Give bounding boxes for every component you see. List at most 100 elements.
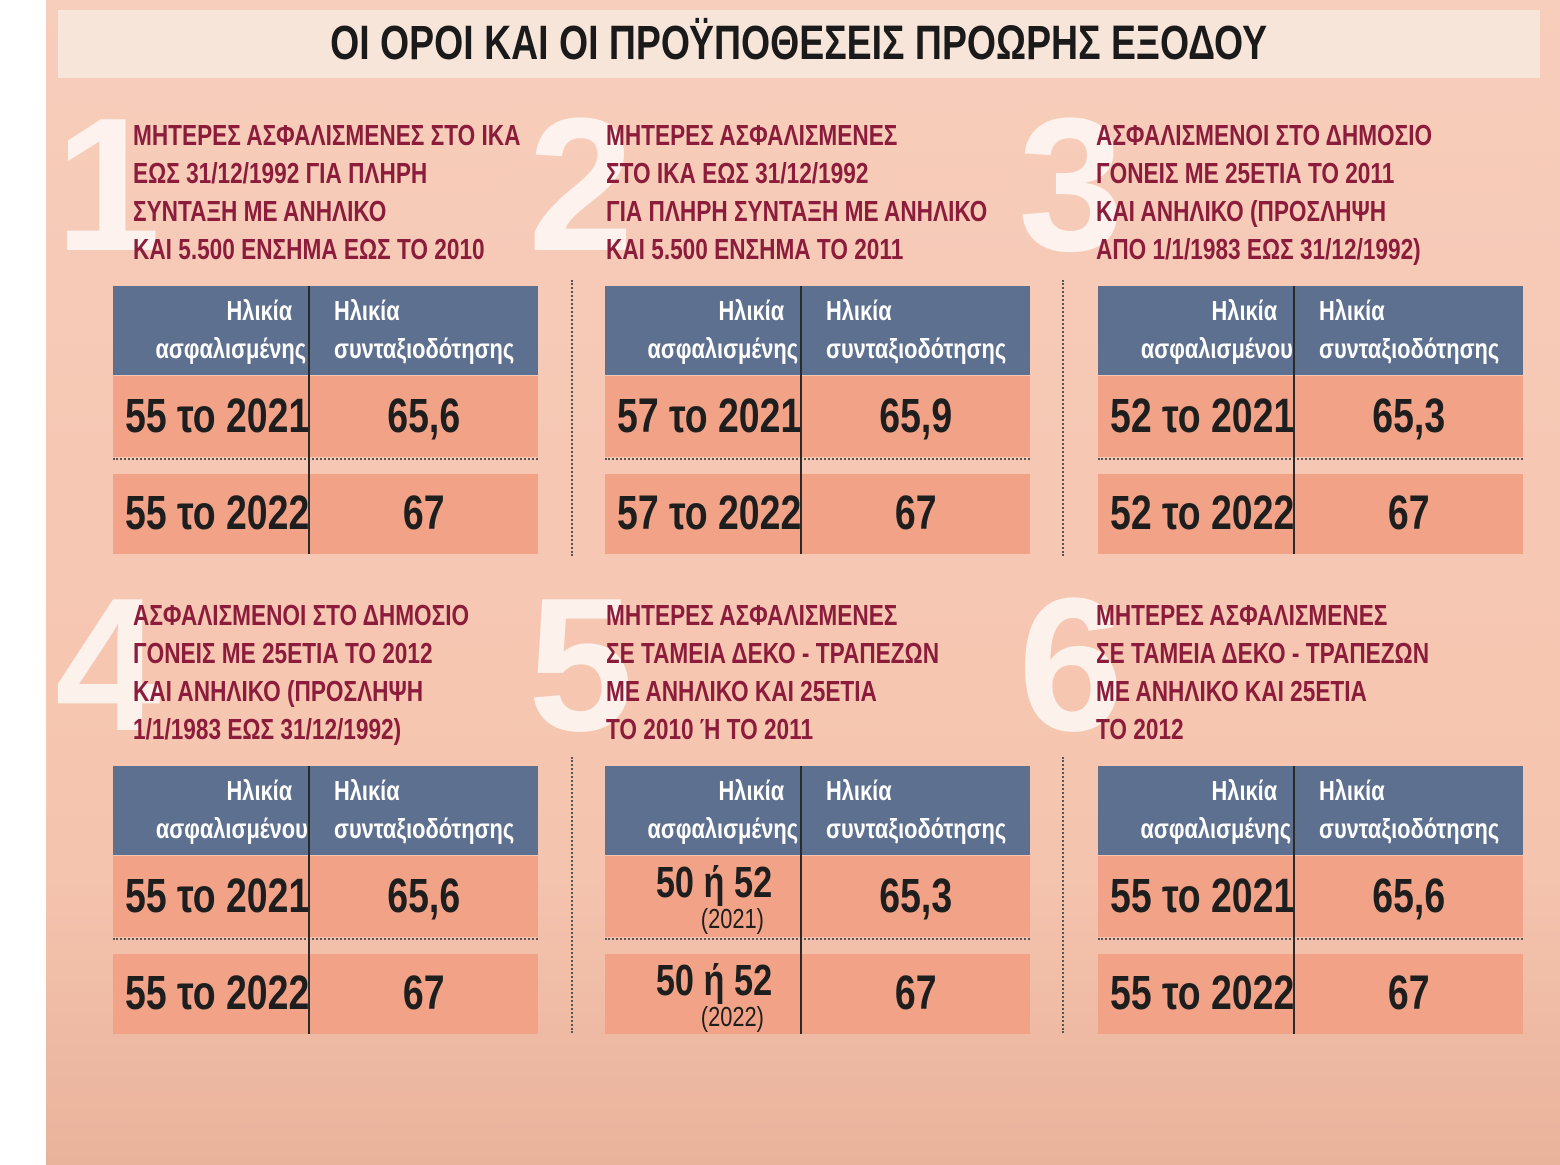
table-header: Ηλικία συνταξιοδότησης	[1295, 766, 1523, 855]
header-text: συνταξιοδότησης	[334, 813, 515, 844]
pension-cell: 67	[802, 474, 1030, 554]
caption-line: ΜΗΤΕΡΕΣ ΑΣΦΑΛΙΣΜΕΝΕΣ	[606, 597, 980, 635]
header-text: Ηλικία	[1211, 775, 1277, 806]
header-line: συνταξιοδότησης	[334, 330, 538, 368]
caption-text: ΚΑΙ ΑΝΗΛΙΚΟ (ΠΡΟΣΛΗΨΗ	[133, 676, 424, 708]
title-bar: ΟΙ ΟΡΟΙ ΚΑΙ ΟΙ ΠΡΟΫΠΟΘΕΣΕΙΣ ΠΡΟΩΡΗΣ ΕΞΟΔ…	[58, 10, 1540, 78]
table-header: Ηλικία ασφαλισμένης	[1098, 766, 1293, 855]
pension-text: 65,3	[879, 870, 953, 923]
column-divider	[1293, 766, 1295, 1034]
header-line: ασφαλισμένου	[1098, 330, 1293, 368]
header-text: ασφαλισμένης	[1140, 813, 1292, 844]
header-text: συνταξιοδότησης	[826, 813, 1007, 844]
age-text: 57 το 2021	[617, 390, 802, 443]
column-divider	[308, 286, 310, 554]
age-cell: 55 το 2021	[1098, 856, 1294, 937]
note-line: (2021)	[605, 903, 772, 934]
note-text: (2022)	[700, 1001, 764, 1032]
row-divider	[113, 938, 538, 940]
divider	[571, 757, 573, 1033]
pension-text: 65,6	[1372, 870, 1446, 923]
header-line: Ηλικία	[113, 292, 292, 330]
caption-line: ΣΕ ΤΑΜΕΙΑ ΔΕΚΟ - ΤΡΑΠΕΖΩΝ	[1096, 635, 1523, 673]
pension-text: 65,6	[387, 870, 461, 923]
age-cell: 55 το 2021	[113, 376, 309, 457]
caption-line: ΜΗΤΕΡΕΣ ΑΣΦΑΛΙΣΜΕΝΕΣ ΣΤΟ ΙΚΑ	[133, 117, 630, 155]
caption-line: ΓΟΝΕΙΣ ΜΕ 25ΕΤΙΑ ΤΟ 2012	[133, 635, 517, 673]
caption-text: ΤΟ 2012	[1096, 714, 1184, 746]
panel-number: 3	[1018, 79, 1124, 291]
pension-cell: 65,9	[802, 376, 1030, 457]
age-wrap: 50 ή 52 (2021)	[605, 856, 800, 934]
panel-number: 5	[528, 559, 634, 771]
age-line: 55 το 2021	[1098, 856, 1294, 937]
age-cell: 50 ή 52 (2022)	[605, 954, 800, 1034]
header-line: Ηλικία	[826, 772, 1030, 810]
header-text: συνταξιοδότησης	[1319, 813, 1500, 844]
divider	[571, 280, 573, 556]
header-text: Ηλικία	[826, 295, 892, 326]
note-text: (2021)	[700, 903, 764, 934]
table-header: Ηλικία συνταξιοδότησης	[802, 286, 1030, 375]
header-line: συνταξιοδότησης	[1319, 330, 1523, 368]
age-cell: 57 το 2022	[605, 474, 802, 554]
panel-number: 6	[1018, 559, 1124, 771]
age-cell: 55 το 2022	[113, 954, 309, 1034]
header-line: Ηλικία	[334, 292, 538, 330]
caption-line: ΜΕ ΑΝΗΛΙΚΟ ΚΑΙ 25ΕΤΙΑ	[606, 673, 953, 711]
age-line: 50 ή 52	[605, 958, 772, 1004]
pension-cell: 65,6	[1295, 856, 1523, 937]
row-divider	[605, 458, 1030, 460]
pension-text: 67	[403, 967, 445, 1020]
pension-cell: 67	[1295, 474, 1523, 554]
caption-line: ΚΑΙ 5.500 ΕΝΣΗΜΑ ΤΟ 2011	[606, 231, 987, 269]
table-header: Ηλικία συνταξιοδότησης	[1295, 286, 1523, 375]
caption-text: 1/1/1983 ΕΩΣ 31/12/1992)	[133, 714, 402, 746]
header-line: ασφαλισμένης	[113, 330, 306, 368]
header-text: ασφαλισμένης	[647, 333, 799, 364]
table-header: Ηλικία συνταξιοδότησης	[802, 766, 1030, 855]
header-line: συνταξιοδότησης	[826, 330, 1030, 368]
header-text: ασφαλισμένης	[647, 813, 799, 844]
caption-line: ΓΙΑ ΠΛΗΡΗ ΣΥΝΤΑΞΗ ΜΕ ΑΝΗΛΙΚΟ	[606, 193, 1095, 231]
age-line: 55 το 2022	[113, 474, 309, 554]
header-text: Ηλικία	[1211, 295, 1277, 326]
header-text: Ηλικία	[1319, 295, 1385, 326]
header-line: ασφαλισμένης	[1098, 810, 1291, 848]
header-text: Ηλικία	[1319, 775, 1385, 806]
age-line: 55 το 2022	[113, 954, 309, 1034]
caption-line: ΚΑΙ 5.500 ΕΝΣΗΜΑ ΕΩΣ ΤΟ 2010	[133, 231, 584, 269]
age-cell: 55 το 2021	[113, 856, 309, 937]
caption-text: ΓΟΝΕΙΣ ΜΕ 25ΕΤΙΑ ΤΟ 2012	[133, 638, 433, 670]
caption-text: ΚΑΙ 5.500 ΕΝΣΗΜΑ ΤΟ 2011	[606, 234, 904, 266]
pension-cell: 65,6	[310, 856, 538, 937]
header-text: Ηλικία	[226, 295, 292, 326]
age-line: 52 το 2021	[1098, 376, 1294, 457]
caption-text: ΜΕ ΑΝΗΛΙΚΟ ΚΑΙ 25ΕΤΙΑ	[1096, 676, 1367, 708]
divider	[1062, 280, 1064, 556]
pension-cell: 65,3	[1295, 376, 1523, 457]
header-line: Ηλικία	[1098, 292, 1277, 330]
pension-cell: 65,6	[310, 376, 538, 457]
header-line: συνταξιοδότησης	[1319, 810, 1523, 848]
header-line: Ηλικία	[334, 772, 538, 810]
table-header: Ηλικία ασφαλισμένου	[113, 766, 308, 855]
table-header: Ηλικία συνταξιοδότησης	[310, 286, 538, 375]
caption-text: ΓΙΑ ΠΛΗΡΗ ΣΥΝΤΑΞΗ ΜΕ ΑΝΗΛΙΚΟ	[606, 196, 988, 228]
header-text: Ηλικία	[334, 295, 400, 326]
age-line: 57 το 2022	[605, 474, 802, 554]
age-line: 57 το 2021	[605, 376, 802, 457]
age-line: 55 το 2021	[113, 856, 309, 937]
age-cell: 55 το 2022	[1098, 954, 1294, 1034]
header-text: συνταξιοδότησης	[826, 333, 1007, 364]
caption-line: ΜΕ ΑΝΗΛΙΚΟ ΚΑΙ 25ΕΤΙΑ	[1096, 673, 1443, 711]
caption-line: ΤΟ 2010 Ή ΤΟ 2011	[606, 711, 871, 749]
pension-text: 67	[895, 967, 937, 1020]
pension-text: 65,3	[1372, 390, 1446, 443]
caption-text: ΑΠΟ 1/1/1983 ΕΩΣ 31/12/1992)	[1096, 234, 1421, 266]
caption-line: ΑΣΦΑΛΙΣΜΕΝΟΙ ΣΤΟ ΔΗΜΟΣΙΟ	[1096, 117, 1527, 155]
header-text: Ηλικία	[826, 775, 892, 806]
caption-text: ΜΗΤΕΡΕΣ ΑΣΦΑΛΙΣΜΕΝΕΣ	[606, 600, 898, 632]
header-text: συνταξιοδότησης	[1319, 333, 1500, 364]
age-text: 57 το 2022	[617, 487, 802, 540]
